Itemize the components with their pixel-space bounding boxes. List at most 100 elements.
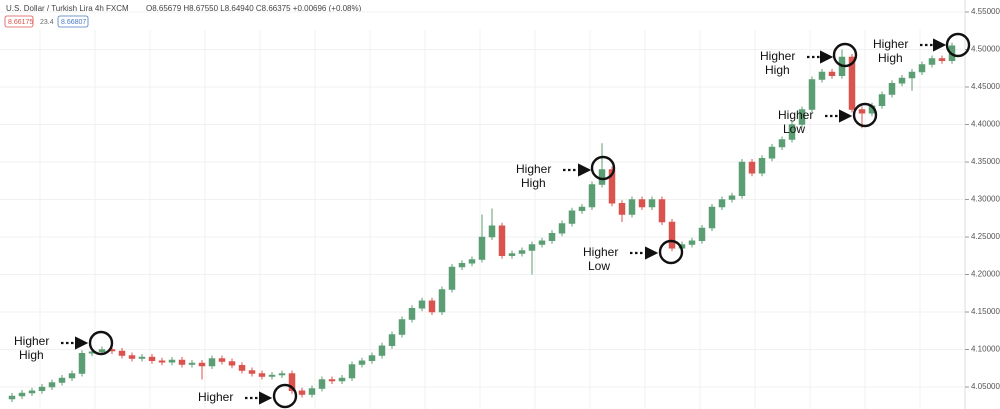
candle-body (928, 58, 936, 65)
candle-body (518, 250, 526, 254)
candle-body (78, 353, 86, 374)
annotation-text: Higher (873, 37, 908, 51)
candle-body (128, 355, 136, 359)
candle-body (318, 379, 326, 389)
candle-body (718, 199, 726, 208)
candle-body (828, 71, 836, 77)
candle-body (118, 350, 126, 356)
candle-body (618, 203, 626, 215)
candle-body (778, 139, 786, 148)
y-tick-label: 4.25000 (971, 232, 1000, 241)
candle-body (8, 395, 16, 400)
candle-body (268, 374, 276, 377)
badge-box (4, 15, 34, 28)
candle-body (308, 388, 316, 395)
candle-body (578, 206, 586, 212)
candle-body (138, 356, 146, 359)
candle-body (798, 109, 806, 125)
annotation-circle (945, 32, 971, 58)
annotation-circle (88, 330, 114, 356)
candle-body (378, 345, 386, 356)
badge: 8.66807 (61, 19, 86, 26)
candle-body (18, 392, 26, 397)
candle-body (398, 319, 406, 335)
y-tick-label: 4.50000 (971, 45, 1000, 54)
candle-body (238, 365, 246, 371)
annotation-text: Higher (198, 390, 233, 404)
candle-body (148, 356, 156, 362)
candle-body (38, 386, 46, 392)
annotation-text: Higher (516, 162, 551, 176)
candle-body (908, 71, 916, 79)
annotation-text: Low (783, 122, 805, 136)
ohlc-header: O8.65679 H8.67550 L8.64940 C8.66375 +0.0… (146, 4, 362, 13)
candle-body (98, 349, 106, 353)
candle-body (608, 169, 616, 204)
candle-body (478, 236, 486, 260)
candle-body (688, 240, 696, 245)
candle-body (208, 358, 216, 367)
candle-body (188, 362, 196, 365)
candle-body (198, 362, 206, 367)
candle-body (568, 210, 576, 224)
annotation-text: High (765, 63, 790, 77)
candle-body (768, 146, 776, 159)
candle-body (808, 79, 816, 110)
candle-body (388, 334, 396, 347)
candle-body (448, 266, 456, 290)
candle-body (438, 289, 446, 313)
y-tick-label: 4.35000 (971, 157, 1000, 166)
candle-body (418, 300, 426, 309)
candle-body (558, 223, 566, 234)
y-tick-label: 4.45000 (971, 82, 1000, 91)
candle-body (168, 359, 176, 363)
candle-body (738, 161, 746, 197)
candle-body (548, 233, 556, 242)
candle-body (258, 373, 266, 377)
candle-body (788, 124, 796, 140)
candle-body (638, 199, 646, 208)
candle-body (48, 382, 56, 388)
candle-body (468, 259, 476, 264)
badge: 8.66175 (8, 19, 33, 26)
candle-body (178, 359, 186, 365)
annotation-text: Higher (14, 334, 49, 348)
annotation-circle (852, 102, 878, 128)
candle-body (428, 300, 436, 313)
annotation-text: High (19, 348, 44, 362)
badge: 23.4 (40, 19, 54, 26)
candle-body (588, 184, 596, 208)
annotation-text: High (878, 51, 903, 65)
candle-body (68, 373, 76, 379)
y-tick-label: 4.10000 (971, 345, 1000, 354)
y-tick-label: 4.55000 (971, 7, 1000, 16)
candle-body (508, 253, 516, 257)
y-tick-label: 4.20000 (971, 270, 1000, 279)
annotation-circle (272, 383, 298, 409)
candle-body (408, 308, 416, 320)
candle-body (218, 358, 226, 362)
candle-body (668, 221, 676, 249)
candle-body (278, 373, 286, 376)
candle-body (728, 195, 736, 200)
candle-body (498, 225, 506, 257)
candle-body (358, 360, 366, 365)
candle-body (858, 109, 866, 114)
candle-body (938, 58, 946, 62)
annotation-text: Higher (760, 49, 795, 63)
candle-body (368, 355, 376, 362)
annotation-text: Higher (778, 108, 813, 122)
candle-body (598, 169, 606, 185)
candle-body (288, 373, 296, 392)
annotation-circle (590, 155, 616, 181)
chart-title: U.S. Dollar / Turkish Lira 4h FXCM (6, 4, 129, 13)
annotation-circle (832, 42, 858, 68)
candle-body (458, 263, 466, 268)
candle-body (758, 158, 766, 174)
badge-box (57, 15, 89, 28)
candle-body (28, 390, 36, 394)
annotation-text: High (521, 176, 546, 190)
candle-body (698, 227, 706, 242)
candle-body (898, 77, 906, 84)
